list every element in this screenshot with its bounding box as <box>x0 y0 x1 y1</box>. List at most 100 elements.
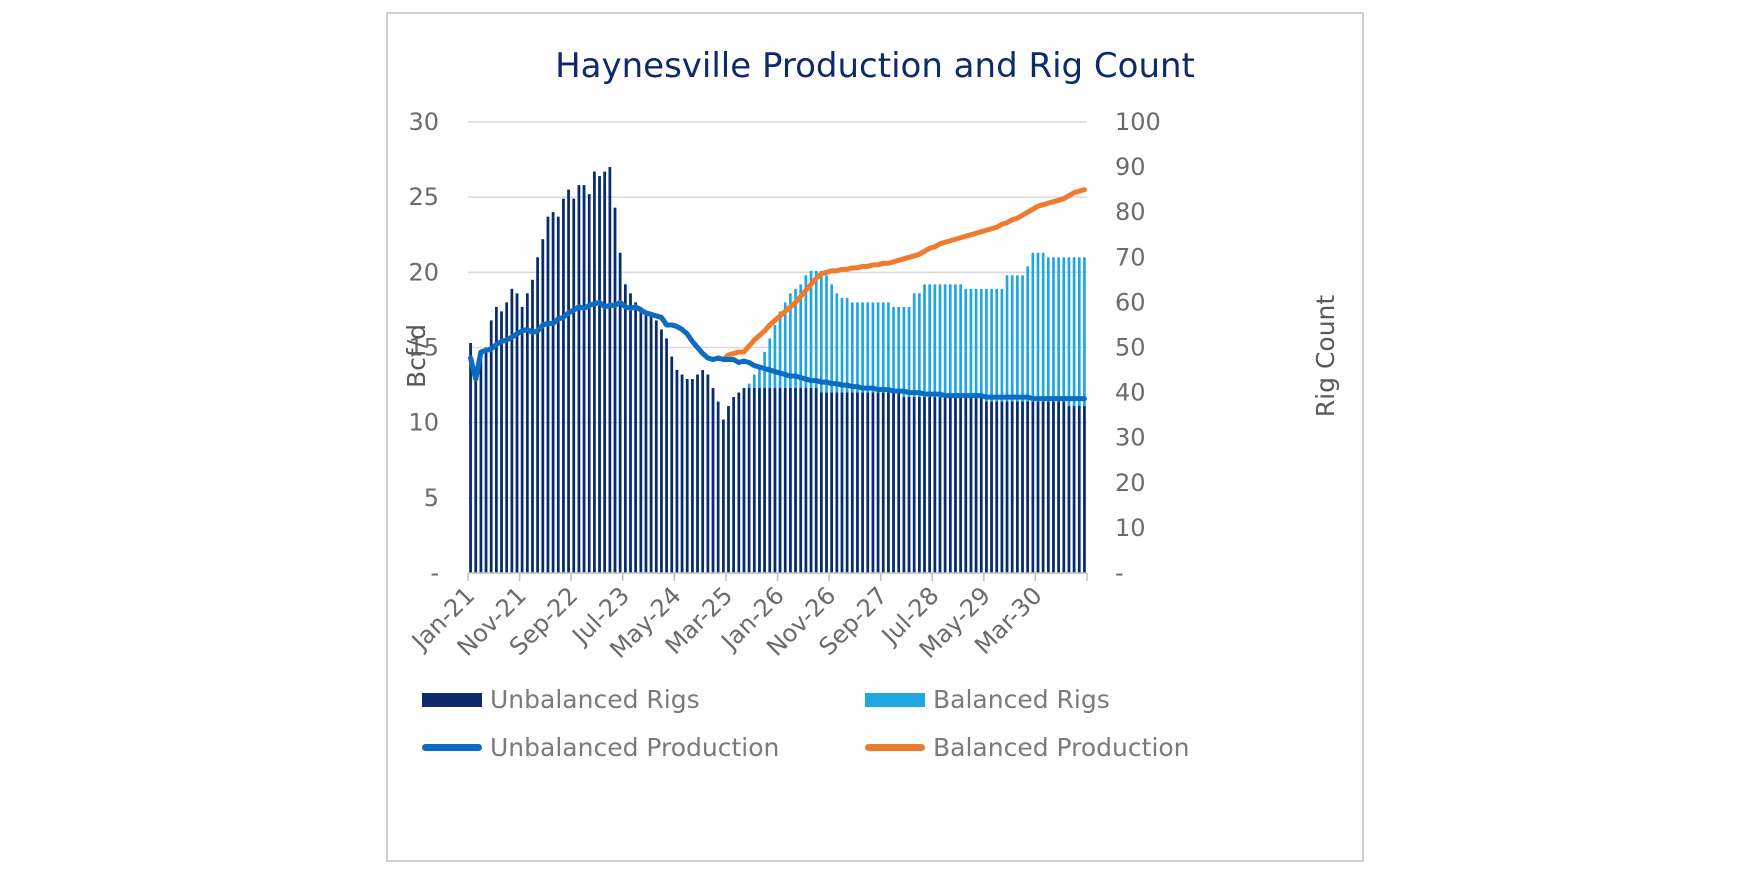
unbalanced-rigs-bar <box>567 189 570 573</box>
unbalanced-rigs-bar <box>670 356 674 573</box>
unbalanced-rigs-bar <box>525 293 529 573</box>
unbalanced-rigs-bar <box>923 397 926 573</box>
unbalanced-rigs-bar <box>892 392 895 573</box>
legend-balanced-production: Balanced Production <box>865 733 1190 762</box>
unbalanced-rigs-bar <box>727 406 730 573</box>
unbalanced-rigs-bar <box>747 388 751 573</box>
unbalanced-rigs-bar <box>691 379 694 573</box>
unbalanced-rigs-bar <box>665 338 668 573</box>
unbalanced-rigs-bar <box>881 392 885 573</box>
y2-tick-label: - <box>1115 559 1124 587</box>
unbalanced-rigs-bar <box>541 239 545 573</box>
unbalanced-rigs-bar <box>685 379 689 573</box>
legend-unbalanced-production: Unbalanced Production <box>422 733 779 762</box>
y2-tick-label: 80 <box>1115 198 1146 226</box>
unbalanced-rigs-bar <box>484 347 488 573</box>
unbalanced-rigs-bar <box>495 306 498 573</box>
unbalanced-rigs-bar <box>1005 401 1009 573</box>
chart-plot: -51015202530-102030405060708090100Jan-21… <box>402 108 1340 664</box>
unbalanced-rigs-bar <box>866 392 870 573</box>
unbalanced-rigs-bar <box>830 392 833 573</box>
unbalanced-rigs-bar <box>918 397 921 573</box>
unbalanced-rigs-bar <box>603 171 607 574</box>
unbalanced-rigs-bar <box>954 397 957 573</box>
unbalanced-rigs-bar <box>716 401 720 573</box>
y2-tick-label: 20 <box>1115 469 1146 497</box>
unbalanced-rigs-bar <box>479 356 483 573</box>
production-lines <box>468 187 1087 402</box>
unbalanced-rigs-bar <box>979 397 983 573</box>
unbalanced-rigs-bar <box>587 194 591 573</box>
unbalanced-rigs-bar <box>1062 401 1066 573</box>
legend-swatch-balanced-production <box>865 744 925 751</box>
unbalanced-rigs-bar <box>520 306 524 573</box>
unbalanced-rigs-bar <box>938 397 942 573</box>
unbalanced-rigs-bar <box>639 306 643 573</box>
unbalanced-rigs-bar <box>1041 401 1045 573</box>
unbalanced-rigs-bar <box>1052 401 1055 573</box>
unbalanced-rigs-bar <box>778 388 782 573</box>
y-tick-label: 10 <box>408 409 439 437</box>
unbalanced-rigs-bar <box>768 388 772 573</box>
legend-label-unbalanced-rigs: Unbalanced Rigs <box>490 685 700 714</box>
unbalanced-rigs-bar <box>551 212 555 573</box>
unbalanced-rigs-bar <box>969 397 973 573</box>
y-tick-label: 15 <box>408 334 439 362</box>
unbalanced-rigs-bar <box>706 374 710 573</box>
chart-title: Haynesville Production and Rig Count <box>555 46 1195 86</box>
unbalanced-rigs-bar <box>1046 401 1050 573</box>
unbalanced-rigs-bar <box>531 279 534 573</box>
unbalanced-rigs-bar <box>758 388 761 573</box>
unbalanced-rigs-bar <box>773 388 777 573</box>
unbalanced-rigs-bar <box>562 198 565 574</box>
y-tick-label: 20 <box>408 258 439 286</box>
unbalanced-rigs-bar <box>489 320 493 573</box>
unbalanced-rigs-bar <box>1000 401 1004 573</box>
y2-axis-label: Rig Count <box>1311 295 1340 418</box>
unbalanced-rigs-bars <box>469 167 1086 574</box>
unbalanced-rigs-bar <box>680 374 684 573</box>
unbalanced-rigs-bar <box>943 397 947 573</box>
unbalanced-rigs-bar <box>613 207 617 573</box>
unbalanced-rigs-bar <box>510 288 514 573</box>
unbalanced-rigs-bar <box>1072 406 1076 573</box>
unbalanced-rigs-bar <box>675 370 679 573</box>
unbalanced-rigs-bar <box>654 320 658 573</box>
unbalanced-rigs-bar <box>515 293 519 573</box>
y2-tick-label: 10 <box>1115 514 1146 542</box>
unbalanced-rigs-bar <box>582 185 586 573</box>
unbalanced-rigs-bar <box>850 392 854 573</box>
unbalanced-rigs-bar <box>948 397 952 573</box>
unbalanced-rigs-bar <box>469 342 472 573</box>
y2-tick-label: 70 <box>1115 243 1146 271</box>
unbalanced-rigs-bar <box>835 392 839 573</box>
legend-label-balanced-rigs: Balanced Rigs <box>933 685 1110 714</box>
y-tick-label: 30 <box>408 108 439 136</box>
y2-tick-label: 30 <box>1115 424 1146 452</box>
unbalanced-rigs-bar <box>799 388 803 573</box>
unbalanced-rigs-bar <box>809 388 813 573</box>
unbalanced-rigs-bar <box>783 388 787 573</box>
unbalanced-rigs-bar <box>990 401 993 573</box>
gridlines <box>468 121 1087 499</box>
unbalanced-rigs-bar <box>742 388 746 573</box>
unbalanced-rigs-bar <box>618 252 622 574</box>
legend-balanced-rigs: Balanced Rigs <box>865 685 1110 714</box>
unbalanced-rigs-bar <box>804 388 808 573</box>
unbalanced-rigs-bar <box>1016 401 1019 573</box>
unbalanced-rigs-bar <box>1021 401 1024 573</box>
unbalanced-rigs-bar <box>556 216 560 573</box>
unbalanced-rigs-bar <box>1031 401 1035 573</box>
unbalanced-rigs-bar <box>933 397 937 573</box>
unbalanced-rigs-bar <box>789 388 792 573</box>
unbalanced-rigs-bar <box>845 392 849 573</box>
unbalanced-rigs-bar <box>629 293 632 573</box>
unbalanced-rigs-bar <box>995 401 999 573</box>
unbalanced-rigs-bar <box>577 185 581 573</box>
y-tick-label: 5 <box>424 484 439 512</box>
unbalanced-rigs-bar <box>546 216 550 573</box>
y-tick-label: 25 <box>408 183 439 211</box>
legend-unbalanced-rigs: Unbalanced Rigs <box>422 685 700 714</box>
y2-tick-label: 90 <box>1115 153 1146 181</box>
unbalanced-rigs-bar <box>763 388 766 573</box>
